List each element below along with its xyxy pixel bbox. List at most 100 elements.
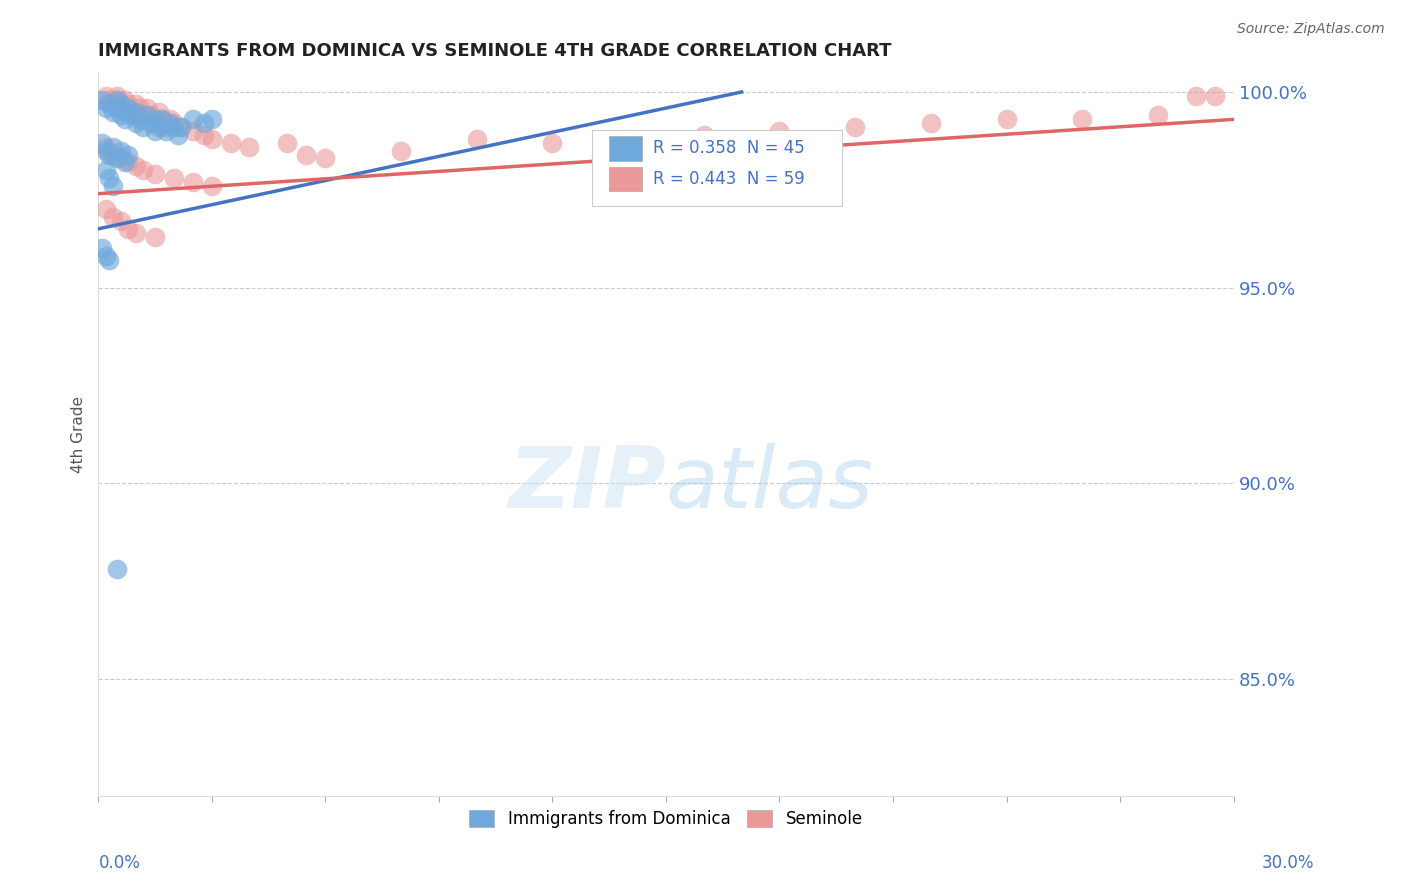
Point	[155, 120, 177, 135]
Point	[125, 226, 148, 240]
Point	[110, 108, 132, 122]
Text: Source: ZipAtlas.com: Source: ZipAtlas.com	[1237, 22, 1385, 37]
Point	[136, 101, 159, 115]
Point	[114, 155, 136, 169]
Text: R = 0.443  N = 59: R = 0.443 N = 59	[654, 169, 806, 188]
Text: IMMIGRANTS FROM DOMINICA VS SEMINOLE 4TH GRADE CORRELATION CHART: IMMIGRANTS FROM DOMINICA VS SEMINOLE 4TH…	[98, 42, 891, 60]
Point	[995, 112, 1018, 127]
Point	[844, 120, 866, 135]
Point	[152, 112, 174, 127]
Legend: Immigrants from Dominica, Seminole: Immigrants from Dominica, Seminole	[463, 804, 869, 835]
Point	[219, 136, 242, 150]
Point	[125, 104, 148, 119]
Text: R = 0.358  N = 45: R = 0.358 N = 45	[654, 139, 806, 157]
Point	[125, 96, 148, 111]
Point	[98, 171, 121, 186]
Point	[105, 562, 128, 576]
Point	[94, 202, 117, 217]
Point	[181, 112, 204, 127]
Point	[128, 112, 150, 127]
Point	[238, 140, 260, 154]
Text: 30.0%: 30.0%	[1263, 854, 1315, 871]
Y-axis label: 4th Grade: 4th Grade	[72, 396, 86, 473]
Point	[114, 112, 136, 127]
Point	[105, 152, 128, 166]
Point	[94, 163, 117, 178]
Point	[94, 140, 117, 154]
Text: atlas: atlas	[666, 443, 875, 526]
Point	[90, 93, 112, 107]
Point	[98, 96, 121, 111]
Point	[201, 132, 224, 146]
Point	[94, 101, 117, 115]
Point	[98, 253, 121, 268]
Point	[139, 108, 162, 122]
Point	[163, 116, 186, 130]
Point	[143, 167, 166, 181]
Point	[1204, 89, 1226, 103]
Point	[465, 132, 488, 146]
Point	[143, 124, 166, 138]
Text: ZIP: ZIP	[509, 443, 666, 526]
Point	[276, 136, 298, 150]
Point	[1185, 89, 1208, 103]
Point	[117, 147, 139, 161]
Point	[98, 93, 121, 107]
Point	[314, 152, 336, 166]
Point	[125, 116, 148, 130]
Point	[693, 128, 716, 142]
Point	[125, 159, 148, 173]
Point	[163, 120, 186, 135]
Point	[114, 101, 136, 115]
Point	[117, 155, 139, 169]
Point	[132, 163, 155, 178]
Point	[1147, 108, 1170, 122]
Point	[94, 89, 117, 103]
Point	[148, 104, 170, 119]
Point	[103, 140, 125, 154]
Point	[143, 112, 166, 127]
Point	[110, 96, 132, 111]
Point	[143, 112, 166, 127]
Point	[103, 104, 125, 119]
Point	[103, 210, 125, 224]
Point	[117, 96, 139, 111]
Point	[159, 112, 181, 127]
Point	[105, 101, 128, 115]
Text: 0.0%: 0.0%	[98, 854, 141, 871]
Point	[389, 144, 412, 158]
Point	[132, 108, 155, 122]
Point	[136, 108, 159, 122]
Point	[103, 147, 125, 161]
Point	[103, 96, 125, 111]
Point	[90, 136, 112, 150]
Point	[114, 104, 136, 119]
Point	[121, 104, 143, 119]
Point	[166, 128, 188, 142]
Point	[193, 116, 215, 130]
Point	[155, 124, 177, 138]
Point	[193, 128, 215, 142]
Point	[170, 120, 193, 135]
Point	[105, 93, 128, 107]
Point	[201, 178, 224, 193]
Point	[163, 171, 186, 186]
Point	[117, 101, 139, 115]
Point	[103, 178, 125, 193]
Point	[143, 229, 166, 244]
Point	[121, 108, 143, 122]
Point	[110, 152, 132, 166]
Point	[110, 96, 132, 111]
Point	[132, 120, 155, 135]
Point	[110, 214, 132, 228]
Point	[201, 112, 224, 127]
Point	[117, 222, 139, 236]
Point	[110, 144, 132, 158]
Point	[152, 112, 174, 127]
Point	[94, 144, 117, 158]
Point	[105, 93, 128, 107]
Point	[105, 89, 128, 103]
Point	[1071, 112, 1094, 127]
Point	[181, 124, 204, 138]
Point	[170, 120, 193, 135]
